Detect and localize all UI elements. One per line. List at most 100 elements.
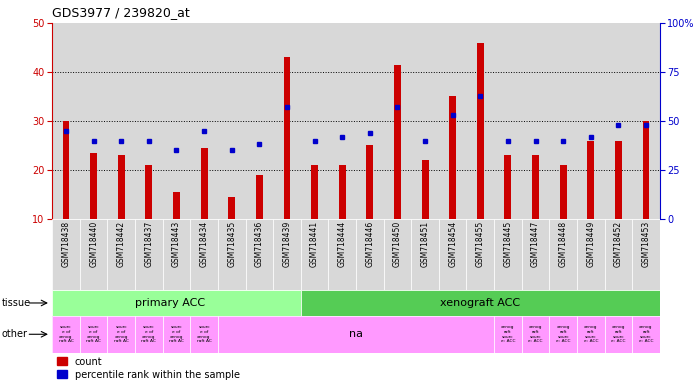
Text: sourc
e of
xenog
raft AC: sourc e of xenog raft AC: [58, 325, 74, 343]
Bar: [383, 23, 411, 219]
Bar: [632, 316, 660, 353]
Bar: [173, 192, 180, 219]
Text: GSM718435: GSM718435: [227, 221, 236, 267]
Text: GSM718450: GSM718450: [393, 221, 402, 267]
Bar: [63, 121, 70, 219]
Bar: [107, 219, 135, 290]
Bar: [80, 219, 107, 290]
Text: GSM718451: GSM718451: [420, 221, 429, 267]
Bar: [577, 316, 605, 353]
Bar: [190, 23, 218, 219]
Text: sourc
e of
xenog
raft AC: sourc e of xenog raft AC: [169, 325, 184, 343]
Text: sourc
e of
xenog
raft AC: sourc e of xenog raft AC: [141, 325, 157, 343]
Bar: [135, 219, 163, 290]
Bar: [411, 219, 439, 290]
Bar: [52, 23, 80, 219]
Bar: [466, 23, 494, 219]
Bar: [273, 219, 301, 290]
Bar: [632, 219, 660, 290]
Bar: [494, 23, 522, 219]
Bar: [587, 141, 594, 219]
Text: GSM718434: GSM718434: [200, 221, 209, 267]
Text: xenog
raft
sourc
e: ACC: xenog raft sourc e: ACC: [639, 325, 654, 343]
Bar: [522, 23, 549, 219]
Bar: [366, 146, 373, 219]
Text: GSM718440: GSM718440: [89, 221, 98, 267]
Bar: [642, 121, 649, 219]
Bar: [549, 23, 577, 219]
Text: GSM718447: GSM718447: [531, 221, 540, 267]
Bar: [329, 219, 356, 290]
Text: GSM718455: GSM718455: [476, 221, 485, 267]
Bar: [605, 23, 632, 219]
Bar: [246, 23, 273, 219]
Text: xenograft ACC: xenograft ACC: [441, 298, 521, 308]
Bar: [549, 219, 577, 290]
Bar: [494, 316, 522, 353]
Text: xenog
raft
sourc
e: ACC: xenog raft sourc e: ACC: [583, 325, 598, 343]
Bar: [356, 23, 383, 219]
Bar: [283, 57, 290, 219]
Bar: [163, 316, 190, 353]
Bar: [52, 219, 80, 290]
Text: xenog
raft
sourc
e: ACC: xenog raft sourc e: ACC: [556, 325, 571, 343]
Text: GSM718446: GSM718446: [365, 221, 374, 267]
Text: GSM718444: GSM718444: [338, 221, 347, 267]
Text: GSM718452: GSM718452: [614, 221, 623, 267]
Text: GDS3977 / 239820_at: GDS3977 / 239820_at: [52, 6, 190, 19]
Bar: [449, 96, 456, 219]
Bar: [218, 316, 494, 353]
Bar: [228, 197, 235, 219]
Text: na: na: [349, 329, 363, 339]
Text: sourc
e of
xenog
raft AC: sourc e of xenog raft AC: [114, 325, 129, 343]
Bar: [466, 219, 494, 290]
Text: GSM718438: GSM718438: [61, 221, 70, 267]
Bar: [218, 219, 246, 290]
Bar: [505, 155, 512, 219]
Bar: [632, 23, 660, 219]
Bar: [560, 165, 567, 219]
Text: GSM718442: GSM718442: [117, 221, 126, 267]
Bar: [118, 155, 125, 219]
Bar: [218, 23, 246, 219]
Bar: [439, 219, 466, 290]
Bar: [494, 219, 522, 290]
Bar: [605, 219, 632, 290]
Bar: [549, 316, 577, 353]
Bar: [90, 153, 97, 219]
Bar: [163, 23, 190, 219]
Text: GSM718449: GSM718449: [586, 221, 595, 267]
Bar: [577, 23, 605, 219]
Bar: [422, 160, 429, 219]
Bar: [145, 165, 152, 219]
Bar: [190, 316, 218, 353]
Bar: [190, 219, 218, 290]
Bar: [411, 23, 439, 219]
Text: GSM718453: GSM718453: [642, 221, 651, 267]
Text: xenog
raft
sourc
e: ACC: xenog raft sourc e: ACC: [528, 325, 543, 343]
Text: GSM718436: GSM718436: [255, 221, 264, 267]
Bar: [383, 219, 411, 290]
Bar: [163, 219, 190, 290]
Bar: [301, 23, 329, 219]
Bar: [356, 219, 383, 290]
Bar: [135, 316, 163, 353]
Text: primary ACC: primary ACC: [134, 298, 205, 308]
Text: GSM718441: GSM718441: [310, 221, 319, 267]
Bar: [329, 23, 356, 219]
Text: xenog
raft
sourc
e: ACC: xenog raft sourc e: ACC: [500, 325, 515, 343]
Bar: [605, 316, 632, 353]
Bar: [80, 316, 107, 353]
Bar: [522, 219, 549, 290]
Bar: [311, 165, 318, 219]
Text: other: other: [1, 329, 27, 339]
Text: GSM718437: GSM718437: [144, 221, 153, 267]
Text: tissue: tissue: [1, 298, 31, 308]
Bar: [301, 219, 329, 290]
Bar: [301, 290, 660, 316]
Bar: [439, 23, 466, 219]
Bar: [107, 23, 135, 219]
Bar: [135, 23, 163, 219]
Bar: [246, 219, 273, 290]
Bar: [107, 316, 135, 353]
